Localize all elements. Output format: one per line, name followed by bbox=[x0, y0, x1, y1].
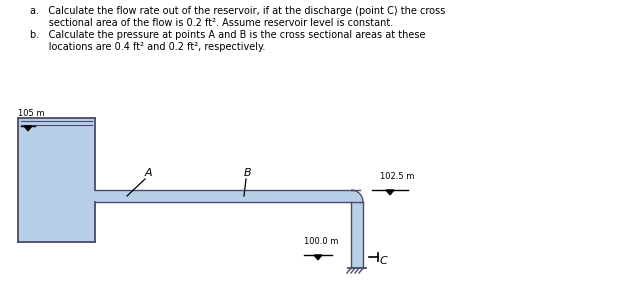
Text: a.   Calculate the flow rate out of the reservoir, if at the discharge (point C): a. Calculate the flow rate out of the re… bbox=[30, 6, 445, 16]
Wedge shape bbox=[363, 200, 365, 202]
Bar bbox=[18, 118, 95, 242]
Text: b.   Calculate the pressure at points A and B is the cross sectional areas at th: b. Calculate the pressure at points A an… bbox=[30, 30, 425, 40]
Polygon shape bbox=[24, 126, 32, 131]
Bar bbox=[95, 190, 360, 202]
Text: A: A bbox=[144, 168, 152, 178]
Text: 105 m: 105 m bbox=[18, 109, 45, 118]
Text: B: B bbox=[244, 168, 252, 178]
Bar bbox=[351, 190, 363, 268]
Polygon shape bbox=[351, 189, 363, 202]
Polygon shape bbox=[386, 190, 394, 195]
Bar bbox=[351, 190, 363, 202]
Text: C: C bbox=[380, 256, 388, 266]
Text: locations are 0.4 ft² and 0.2 ft², respectively.: locations are 0.4 ft² and 0.2 ft², respe… bbox=[30, 42, 265, 52]
Text: 102.5 m: 102.5 m bbox=[380, 172, 414, 181]
Polygon shape bbox=[314, 255, 322, 260]
Text: 100.0 m: 100.0 m bbox=[304, 237, 339, 246]
Text: sectional area of the flow is 0.2 ft². Assume reservoir level is constant.: sectional area of the flow is 0.2 ft². A… bbox=[30, 18, 393, 28]
